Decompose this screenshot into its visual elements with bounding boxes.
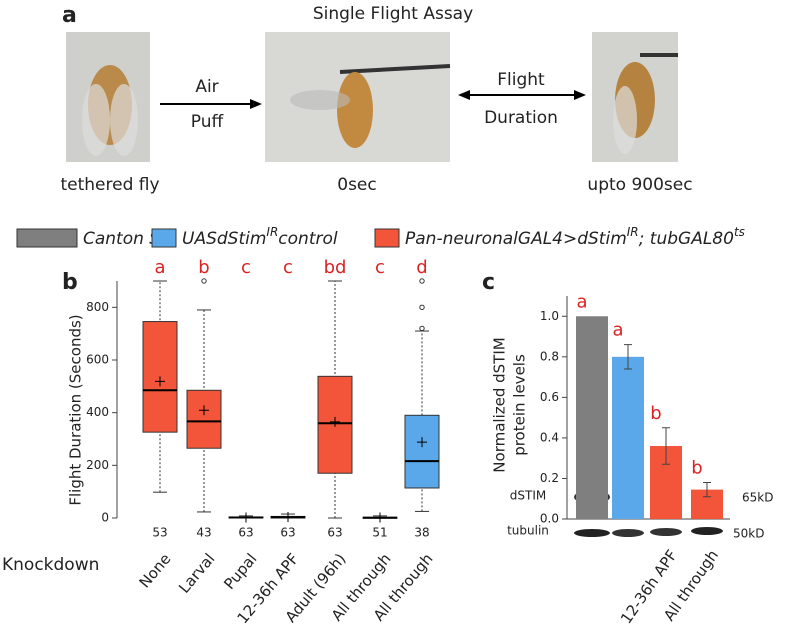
- caption: tethered fly: [60, 175, 159, 195]
- caption: upto 900sec: [587, 175, 692, 195]
- legend-swatch: [374, 228, 400, 248]
- letter: a: [612, 320, 623, 341]
- mean: [330, 416, 340, 427]
- mean: [199, 405, 209, 416]
- y-tick-label: 0.6: [540, 390, 559, 404]
- blot-size: 50kD: [733, 527, 764, 541]
- letter: d: [416, 257, 427, 278]
- panel-label: b: [62, 270, 78, 295]
- bar: [612, 356, 644, 519]
- panel-label: c: [482, 270, 495, 295]
- x-axis-title: Knockdown: [2, 555, 99, 575]
- photos: [66, 32, 678, 162]
- y-tick-label: 200: [86, 458, 109, 472]
- x-tick-label: Larval: [175, 550, 218, 597]
- error-bar: [703, 482, 711, 498]
- n-label: 63: [280, 526, 295, 540]
- letter: a: [576, 291, 587, 312]
- legend-swatch: [16, 228, 78, 248]
- letter: b: [650, 403, 661, 424]
- legend-part: UASdStim: [182, 229, 266, 249]
- y-tick-label: 0.4: [540, 430, 559, 444]
- arrow-text: Puff: [191, 112, 225, 132]
- legend-label: Pan-neuronalGAL4>dStimIR; tubGAL80ts: [405, 225, 745, 250]
- error-bar: [624, 344, 632, 370]
- blot-label: dSTIM: [510, 489, 546, 503]
- assay-title: Single Flight Assay: [313, 4, 473, 24]
- y-tick-label: 0: [101, 511, 109, 525]
- legend-part: IR: [266, 225, 278, 239]
- box: [317, 375, 353, 474]
- outlier: [419, 325, 425, 332]
- y-tick-label: 400: [86, 405, 109, 419]
- mean: [155, 376, 165, 387]
- y-axis-title: Flight Duration (Seconds): [67, 314, 85, 505]
- mean: [375, 512, 385, 523]
- letter: c: [241, 257, 251, 278]
- arrows: [160, 90, 586, 109]
- blot-size: 65kD: [742, 491, 773, 505]
- n-label: 63: [238, 526, 253, 540]
- legend-part: control: [278, 229, 338, 249]
- mean: [283, 511, 293, 522]
- arrow-text: Duration: [484, 108, 558, 128]
- mean: [241, 512, 251, 523]
- letter: b: [691, 458, 702, 479]
- letter: b: [198, 257, 209, 278]
- y-tick-label: 0.2: [540, 471, 559, 485]
- y-axis-title: protein levels: [511, 354, 529, 456]
- caption: 0sec: [337, 175, 376, 195]
- y-tick-label: 1.0: [540, 309, 559, 323]
- y-tick-label: 0.8: [540, 349, 559, 363]
- outlier: [201, 278, 207, 284]
- legend-label: Canton S: [83, 229, 160, 249]
- legend-part: Canton S: [83, 229, 160, 249]
- legend-part: ts: [734, 225, 745, 239]
- legend-part: IR: [627, 225, 639, 239]
- box: [404, 414, 440, 489]
- n-label: 53: [152, 526, 167, 540]
- legend-label: UASdStimIRcontrol: [182, 225, 338, 250]
- blot-label: tubulin: [507, 524, 549, 538]
- outlier: [419, 304, 425, 311]
- x-tick-label: Pupal: [220, 550, 260, 593]
- legend-part: ; tubGAL80: [639, 229, 734, 249]
- letter: bd: [324, 257, 347, 278]
- letter: c: [375, 257, 385, 278]
- y-tick-label: 0.0: [540, 512, 559, 526]
- n-label: 63: [327, 526, 342, 540]
- panel-label: a: [62, 3, 77, 28]
- y-axis-title: Normalized dSTIM: [491, 337, 509, 472]
- mean: [417, 437, 427, 448]
- letter: c: [283, 257, 293, 278]
- legend-swatch: [151, 228, 177, 248]
- error-bar: [662, 427, 670, 465]
- n-label: 38: [414, 526, 429, 540]
- arrow-text: Flight: [497, 70, 545, 90]
- n-label: 51: [372, 526, 387, 540]
- letter: a: [154, 257, 165, 278]
- arrow-text: Air: [195, 77, 218, 97]
- y-tick-label: 800: [86, 300, 109, 314]
- bar: [576, 316, 608, 519]
- outlier: [419, 278, 425, 284]
- legend-part: Pan-neuronalGAL4>dStim: [405, 229, 627, 249]
- y-tick-label: 600: [86, 353, 109, 367]
- box: [186, 389, 222, 449]
- x-tick-label: None: [136, 550, 175, 592]
- n-label: 43: [196, 526, 211, 540]
